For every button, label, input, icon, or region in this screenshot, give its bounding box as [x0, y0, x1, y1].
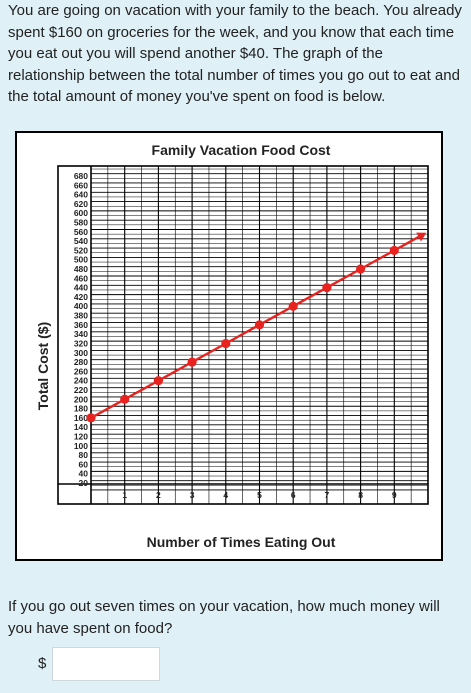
y-tick-label: 280 — [74, 357, 88, 367]
y-tick-label: 540 — [74, 236, 88, 246]
series-line-layer — [86, 232, 427, 423]
y-tick-label: 200 — [74, 394, 88, 404]
y-tick-label: 120 — [74, 431, 88, 441]
y-tick-label: 240 — [74, 376, 88, 386]
y-tick-label: 500 — [74, 255, 88, 265]
data-point — [120, 394, 130, 404]
data-point — [356, 264, 366, 274]
data-point — [254, 320, 265, 330]
x-tick-label: 6 — [291, 490, 296, 500]
y-tick-label: 440 — [74, 283, 88, 293]
y-axis-label: Total Cost ($) — [35, 322, 51, 410]
y-tick-label: 340 — [74, 329, 88, 339]
y-tick-label: 220 — [74, 385, 88, 395]
y-tick-label: 560 — [74, 227, 88, 237]
y-tick-labels: 2040608010012014016018020022024026028030… — [74, 171, 88, 488]
y-tick-label: 600 — [74, 208, 88, 218]
data-point — [322, 283, 332, 293]
data-point — [187, 357, 197, 367]
food-cost-chart: 2040608010012014016018020022024026028030… — [35, 142, 429, 550]
y-tick-label: 320 — [74, 338, 88, 348]
y-tick-label: 620 — [74, 199, 88, 209]
x-tick-label: 4 — [223, 490, 228, 500]
x-axis-label: Number of Times Eating Out — [147, 534, 336, 550]
x-tick-label: 7 — [325, 490, 330, 500]
y-tick-label: 640 — [74, 190, 88, 200]
y-tick-label: 580 — [74, 218, 88, 228]
y-tick-label: 160 — [74, 413, 88, 423]
data-point — [389, 245, 399, 256]
y-tick-label: 680 — [74, 171, 88, 181]
x-tick-labels: 1 2 3 4 5 6 7 8 9 — [122, 490, 397, 500]
data-point — [288, 301, 298, 311]
x-tick-label: 1 — [122, 490, 127, 500]
y-tick-label: 380 — [74, 311, 88, 321]
chart-title: Family Vacation Food Cost — [152, 142, 331, 158]
y-tick-label: 260 — [74, 366, 88, 376]
y-tick-label: 360 — [74, 320, 88, 330]
problem-intro: You are going on vacation with your fami… — [8, 2, 462, 105]
chart-frame: 20 40 60 80 100 120 140 160 180 200 220 240 260 280 30… — [15, 131, 443, 561]
y-tick-label: 20 — [79, 478, 89, 488]
data-point — [221, 338, 231, 349]
y-tick-label: 400 — [74, 301, 88, 311]
dollar-sign: $ — [38, 655, 47, 672]
x-tick-label: 5 — [257, 490, 262, 500]
y-tick-label: 480 — [74, 264, 88, 274]
answer-input[interactable] — [52, 647, 160, 681]
x-tick-label: 3 — [190, 490, 195, 500]
question-text: If you go out seven times on your vacati… — [8, 598, 440, 637]
x-tick-label: 8 — [358, 490, 363, 500]
y-tick-label: 460 — [74, 273, 88, 283]
y-tick-label: 300 — [74, 348, 88, 358]
y-tick-label: 100 — [74, 441, 88, 451]
y-tick-label: 180 — [74, 404, 88, 414]
series-arrowhead — [416, 232, 427, 242]
y-tick-label: 40 — [79, 469, 89, 479]
grid-border — [57, 165, 429, 505]
x-tick-label: 9 — [392, 490, 397, 500]
y-tick-label: 140 — [74, 422, 88, 432]
data-point — [86, 413, 96, 423]
data-point — [153, 376, 163, 386]
y-tick-label: 60 — [79, 459, 89, 469]
x-tick-label: 2 — [156, 490, 161, 500]
y-tick-label: 520 — [74, 245, 88, 255]
y-tick-label: 420 — [74, 292, 88, 302]
y-tick-label: 80 — [79, 450, 89, 460]
y-tick-label: 660 — [74, 180, 88, 190]
